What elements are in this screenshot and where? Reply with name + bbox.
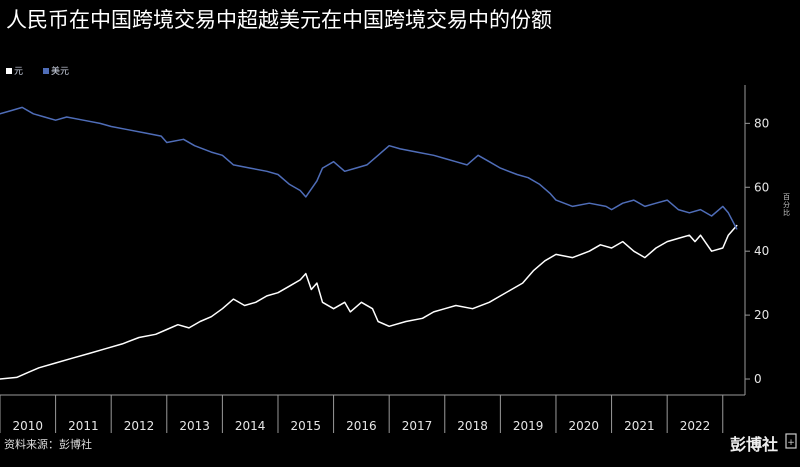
x-tick-label: 2017 [402, 419, 433, 433]
series-layer [0, 106, 738, 380]
legend-swatch-usd [43, 67, 50, 74]
x-tick-label: 2019 [513, 419, 544, 433]
x-tick-label: 2022 [680, 419, 711, 433]
chart-title: 人民币在中国跨境交易中超越美元在中国跨境交易中的份额 [6, 8, 552, 32]
y-tick-label: 40 [754, 244, 769, 258]
x-axis: 2010 2011 2012 2013 2014 2015 2016 2017 2018 2019… [0, 394, 745, 433]
series-line-yuan [0, 224, 738, 380]
series-line-usd [0, 106, 738, 230]
y-tick-label: 20 [754, 308, 769, 322]
legend-item-yuan: 元 [6, 64, 23, 77]
x-tick-label: 2010 [13, 419, 44, 433]
legend: 元 美元 [6, 64, 69, 77]
x-tick-label: 2020 [568, 419, 599, 433]
y-tick-label: 60 [754, 180, 769, 194]
x-tick-label: 2016 [346, 419, 377, 433]
source-note: 资料来源：彭博社 [4, 438, 92, 451]
y-tick-label: 0 [754, 372, 762, 386]
legend-swatch-yuan [6, 67, 12, 74]
x-tick-label: 2014 [235, 419, 266, 433]
brand-logo-text: 彭博社 [730, 435, 779, 454]
x-tick-label: 2015 [291, 419, 322, 433]
y-axis-label: 百分比 [783, 193, 790, 217]
svg-text:+: + [787, 438, 795, 448]
x-tick-label: 2021 [624, 419, 655, 433]
bloomberg-mark-icon: + [785, 433, 797, 449]
x-tick-label: 2012 [124, 419, 155, 433]
y-axis: 0 20 40 60 80 [744, 85, 769, 395]
legend-label-usd: 美元 [51, 67, 70, 77]
legend-item-usd: 美元 [43, 64, 69, 77]
x-tick-label: 2013 [179, 419, 210, 433]
legend-label-yuan: 元 [14, 67, 24, 77]
x-tick-label: 2011 [68, 419, 99, 433]
y-tick-label: 80 [754, 116, 769, 130]
x-tick-label: 2018 [457, 419, 488, 433]
